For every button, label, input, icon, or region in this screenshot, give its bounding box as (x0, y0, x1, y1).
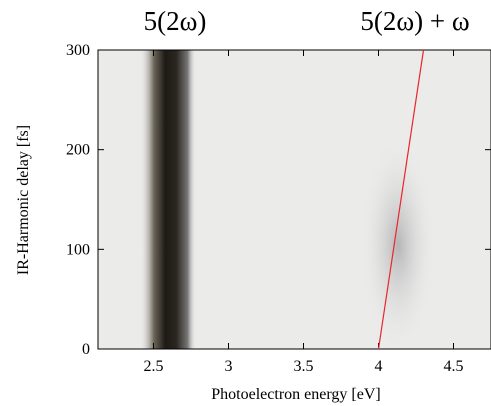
x-tick-label: 3.5 (294, 358, 314, 375)
intensity-map (98, 50, 491, 349)
y-tick-label: 100 (66, 241, 90, 258)
sideband (360, 135, 436, 349)
annotation: 5(2ω) + ω (360, 6, 469, 36)
annotation: 5(2ω) (144, 6, 207, 36)
y-tick-label: 200 (66, 142, 90, 159)
plot-frame (97, 49, 491, 350)
x-axis-label: Photoelectron energy [eV] (211, 386, 380, 403)
x-tick-label: 3 (225, 358, 233, 375)
y-axis-label: IR-Harmonic delay [fs] (15, 125, 32, 275)
x-tick-label: 4.5 (444, 358, 464, 375)
harmonic-band (140, 50, 196, 349)
data-line (377, 49, 425, 350)
x-tick-label: 2.5 (144, 358, 164, 375)
x-tick-label: 4 (375, 358, 383, 375)
y-tick-label: 300 (66, 42, 90, 59)
y-tick-label: 0 (82, 341, 90, 358)
